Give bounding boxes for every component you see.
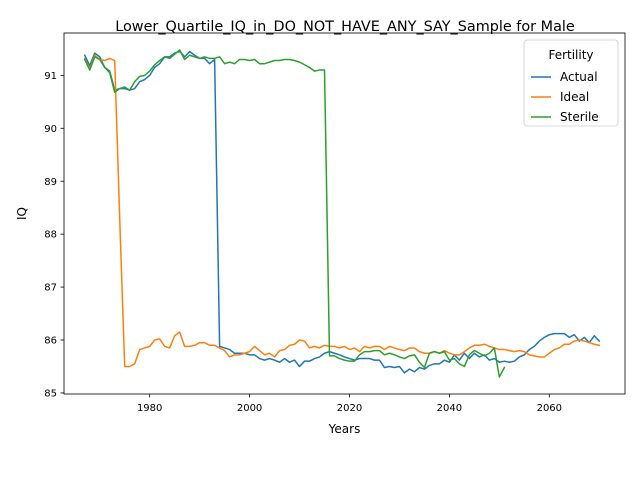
y-tick-label: 88 [44, 230, 57, 241]
plot-lines [83, 49, 601, 378]
legend-label-actual: Actual [560, 70, 598, 84]
y-tick-label: 90 [44, 124, 57, 135]
y-axis-label: IQ [15, 207, 29, 220]
y-tick-label: 91 [44, 71, 57, 82]
x-axis-label: Years [328, 422, 361, 436]
y-tick-label: 86 [44, 336, 57, 347]
legend-box [523, 39, 619, 127]
x-tick-label: 1980 [137, 403, 162, 414]
y-axis-ticks: 85 86 87 88 89 90 91 [44, 71, 64, 400]
y-tick-label: 87 [44, 283, 57, 294]
chart-title: Lower_Quartile_IQ_in_DO_NOT_HAVE_ANY_SAY… [115, 19, 575, 35]
x-tick-label: 2000 [237, 403, 262, 414]
x-axis-ticks: 1980 2000 2020 2040 2060 [137, 394, 562, 414]
x-tick-label: 2020 [337, 403, 362, 414]
legend-title: Fertility [548, 48, 593, 62]
y-tick-label: 85 [44, 389, 57, 400]
series-line-actual [83, 50, 601, 374]
legend-label-ideal: Ideal [560, 90, 589, 104]
x-tick-label: 2060 [537, 403, 562, 414]
series-line-sterile [83, 49, 506, 378]
x-tick-label: 2040 [437, 403, 462, 414]
plot-frame [63, 32, 626, 395]
y-tick-label: 89 [44, 177, 57, 188]
series-line-ideal [83, 54, 601, 368]
legend-label-sterile: Sterile [560, 110, 599, 124]
legend: Fertility Actual Ideal Sterile [523, 39, 619, 127]
